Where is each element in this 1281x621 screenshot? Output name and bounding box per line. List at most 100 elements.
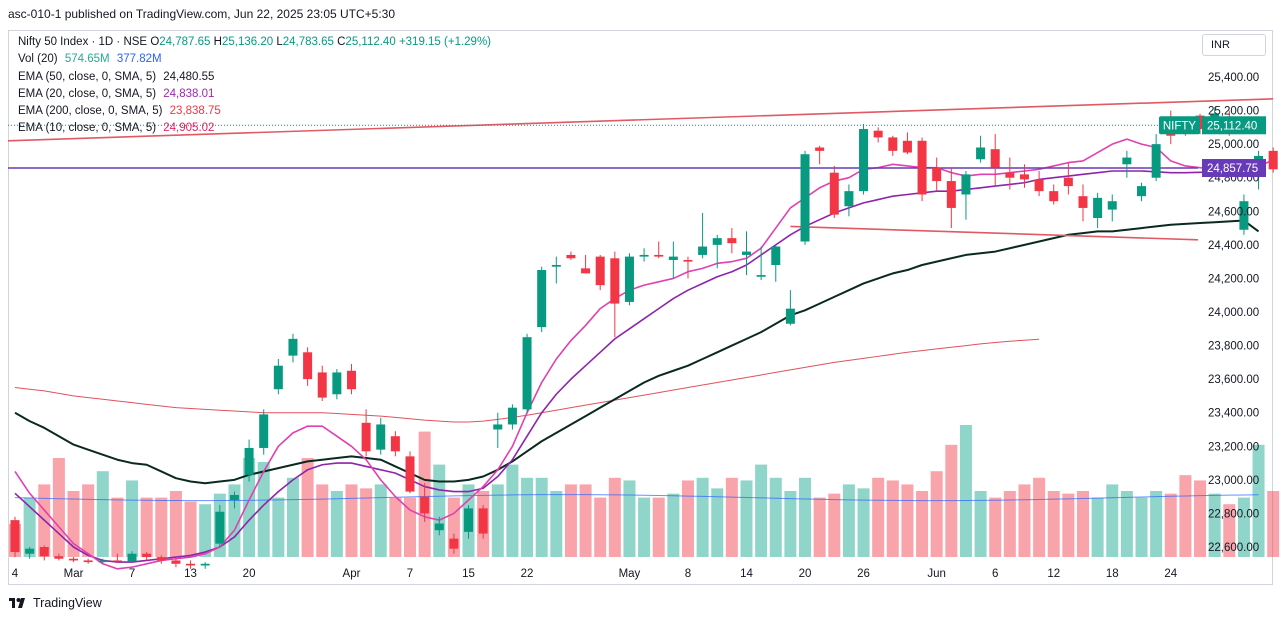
volume-bar xyxy=(169,491,182,557)
price-labels: NIFTY 25,112.40 24,857.75 xyxy=(1159,116,1266,178)
volume-bar xyxy=(886,480,899,557)
volume-bar xyxy=(959,425,972,557)
legend-ema20-row[interactable]: EMA (20, close, 0, SMA, 5) 24,838.01 xyxy=(18,87,215,100)
time-tick-label: 26 xyxy=(857,568,870,580)
volume-bar xyxy=(1018,484,1031,557)
volume-bar xyxy=(681,480,694,557)
time-tick-label: 13 xyxy=(184,568,197,580)
time-tick-label: May xyxy=(619,568,641,580)
volume-bar xyxy=(1091,497,1104,557)
volume-bar xyxy=(799,477,812,557)
candle-body xyxy=(142,553,152,558)
price-tick-label: 23,000.00 xyxy=(1208,475,1259,487)
legend-symbol-row: Nifty 50 Index · 1D · NSE O24,787.65 H25… xyxy=(18,34,491,51)
candle-body xyxy=(507,407,517,425)
candle-body xyxy=(1151,144,1161,178)
volume-bar xyxy=(96,471,109,557)
price-tick-label: 23,600.00 xyxy=(1208,374,1259,386)
volume-bar xyxy=(711,488,724,557)
candle-body xyxy=(332,372,342,395)
candle-body xyxy=(946,181,956,208)
volume-bar xyxy=(872,477,885,557)
candle-body xyxy=(156,557,166,561)
volume-bar xyxy=(521,477,534,557)
currency-button[interactable]: INR xyxy=(1202,34,1266,56)
volume-bar xyxy=(1252,444,1265,557)
candle-body xyxy=(932,167,942,182)
candle-body xyxy=(1049,191,1059,202)
ohlc-high: H25,136.20 xyxy=(213,36,274,48)
volume-bar xyxy=(301,458,314,557)
time-tick-label: 15 xyxy=(462,568,475,580)
ohlc-low: L24,783.65 xyxy=(276,36,334,48)
brand-name: TradingView xyxy=(33,596,102,610)
symbol-label-bg xyxy=(1159,116,1200,135)
candle-body xyxy=(434,523,444,531)
candle-body xyxy=(1268,150,1278,170)
candle-body xyxy=(873,130,883,138)
time-tick-label: 14 xyxy=(740,568,753,580)
candle-body xyxy=(859,129,869,192)
candle-body xyxy=(478,508,488,534)
ema50-path xyxy=(14,219,1260,485)
candle-body xyxy=(25,548,35,554)
volume-bar xyxy=(1106,484,1119,557)
candle-body xyxy=(551,265,561,267)
candle-body xyxy=(69,558,79,561)
candle-body xyxy=(742,251,751,255)
candle-body xyxy=(303,352,313,380)
volume-bar xyxy=(842,484,855,557)
volume-bar xyxy=(140,497,153,557)
volume-bars xyxy=(9,425,1280,557)
candle-body xyxy=(259,414,269,448)
volume-bar xyxy=(638,497,651,557)
candle-body xyxy=(976,147,986,160)
candle-body xyxy=(273,365,283,390)
volume-bar xyxy=(916,491,929,557)
time-tick-label: 22 xyxy=(521,568,534,580)
legend-ema50-row[interactable]: EMA (50, close, 0, SMA, 5) 24,480.55 xyxy=(18,70,215,83)
candle-body xyxy=(610,258,620,304)
ema50-line xyxy=(14,219,1260,485)
time-tick-label: 4 xyxy=(12,568,19,580)
volume-bar xyxy=(199,504,212,557)
volume-bar xyxy=(623,480,636,557)
volume-bar xyxy=(1208,493,1221,557)
price-tick-label: 24,000.00 xyxy=(1208,307,1259,319)
volume-bar xyxy=(1076,491,1089,557)
candle-body xyxy=(1239,201,1249,230)
change-value: +319.15 (+1.29%) xyxy=(398,36,492,48)
price-tick-label: 24,600.00 xyxy=(1208,206,1259,218)
volume-bar xyxy=(272,497,285,557)
legend-volume-row[interactable]: Vol (20) 574.65M 377.82M xyxy=(18,53,162,66)
volume-bar xyxy=(974,491,987,557)
candle-body xyxy=(390,436,400,452)
price-tick-label: 24,200.00 xyxy=(1208,273,1259,285)
ema200-line xyxy=(14,338,1040,423)
candle-body xyxy=(493,424,503,430)
volume-bar xyxy=(360,488,373,557)
price-tick-label: 25,200.00 xyxy=(1208,106,1259,118)
candle-body xyxy=(1195,115,1205,130)
candle-body xyxy=(888,137,898,151)
volume-bar xyxy=(52,458,65,557)
volume-bar xyxy=(1164,493,1177,557)
volume-bar xyxy=(316,484,329,557)
volume-bar xyxy=(769,477,782,557)
candle-body xyxy=(917,140,927,195)
candle-body xyxy=(317,372,327,398)
ema10-line xyxy=(14,138,1274,570)
legend-ema200-row[interactable]: EMA (200, close, 0, SMA, 5) 23,838.75 xyxy=(18,105,221,118)
candle-body xyxy=(1078,196,1088,208)
chart-legend: Nifty 50 Index · 1D · NSE O24,787.65 H25… xyxy=(18,34,491,138)
ohlc-close: C25,112.40 xyxy=(337,36,396,48)
candle-body xyxy=(1093,197,1103,218)
candle-body xyxy=(771,246,781,265)
volume-bar xyxy=(930,471,943,557)
candle-body xyxy=(200,563,210,566)
legend-ema10-row[interactable]: EMA (10, close, 0, SMA, 5) 24,905.02 xyxy=(18,122,215,135)
candle-body xyxy=(1137,186,1147,197)
footer-brand[interactable]: TradingView xyxy=(9,596,102,610)
candle-body xyxy=(668,256,678,260)
